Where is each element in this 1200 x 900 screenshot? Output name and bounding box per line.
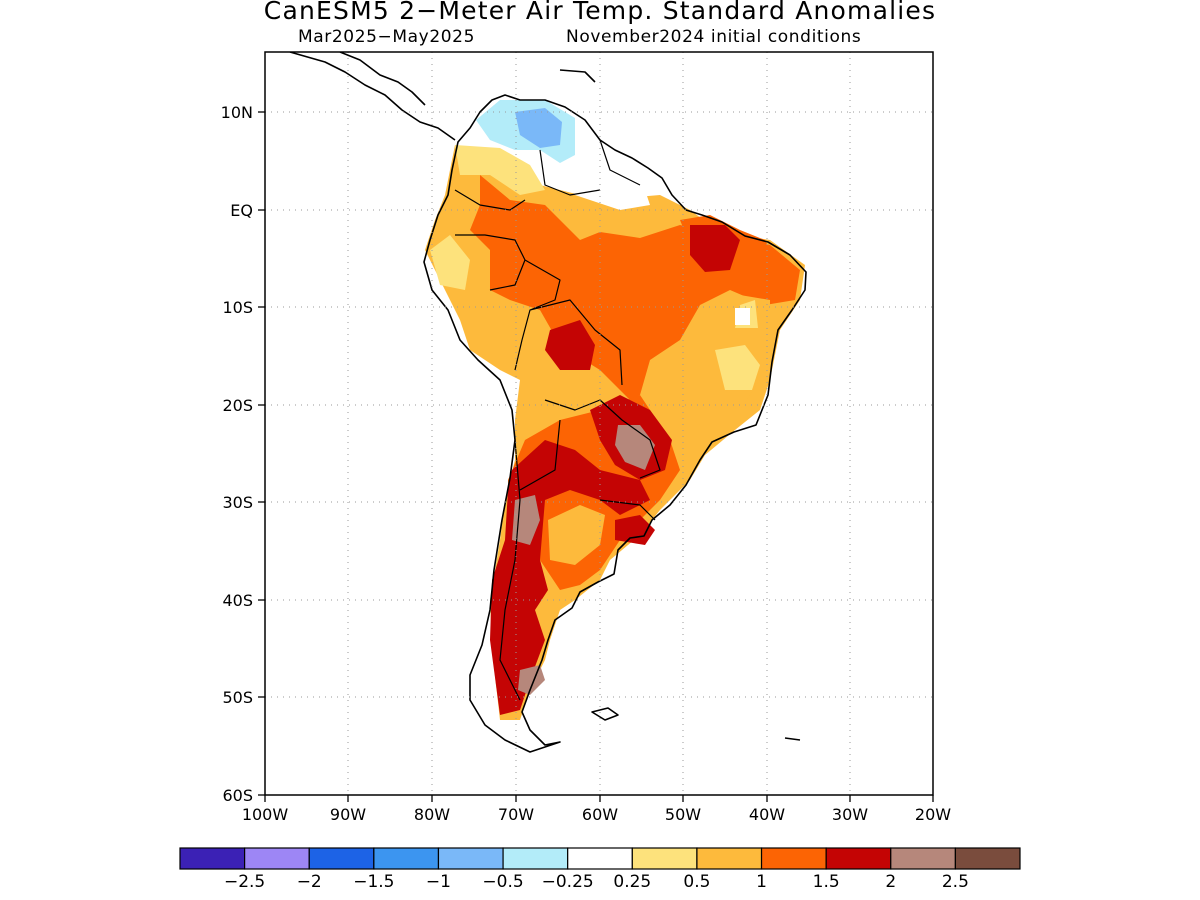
falkland-islands <box>591 707 619 721</box>
colorbar-label: −1.5 <box>353 872 394 892</box>
colorbar-label: 2 <box>885 872 896 892</box>
colorbar-label: 1 <box>756 872 767 892</box>
colorbar-swatch <box>502 847 569 870</box>
lon-label: 100W <box>242 805 289 824</box>
lat-label: 60S <box>222 786 253 805</box>
colorbar-swatch <box>308 847 375 870</box>
lat-label: 10S <box>222 298 253 317</box>
colorbar-swatch <box>760 847 827 870</box>
neutral-region-guiana <box>560 150 650 210</box>
lat-label: 10N <box>221 103 253 122</box>
lon-label: 20W <box>915 805 951 824</box>
axis-ticks <box>258 111 934 802</box>
lat-label: 20S <box>222 396 253 415</box>
lon-label: 90W <box>330 805 366 824</box>
colorbar-label: 2.5 <box>942 872 969 892</box>
season-subtitle: Mar2025−May2025 <box>298 27 475 47</box>
lat-label: EQ <box>230 201 253 220</box>
colorbar-label: 0.5 <box>683 872 710 892</box>
colorbar-swatch <box>825 847 892 870</box>
lat-label: 40S <box>222 591 253 610</box>
map-frame <box>264 51 934 796</box>
anomaly-field <box>425 96 805 720</box>
south-america-coastline <box>423 94 807 753</box>
colorbar-swatch <box>244 847 310 870</box>
colorbar-swatch <box>179 847 246 870</box>
initial-conditions-subtitle: November2024 initial conditions <box>566 27 862 47</box>
lon-label: 30W <box>832 805 868 824</box>
strong-warm-brazil <box>470 175 800 400</box>
weak-warm-east-brazil-1 <box>715 345 760 390</box>
colorbar-label: 0.25 <box>613 872 651 892</box>
longitude-labels: 100W 90W 80W 70W 60W 50W 40W 30W 20W <box>242 805 951 824</box>
lon-label: 80W <box>414 805 450 824</box>
neutral-region-ne-brazil <box>735 308 750 325</box>
mild-region-bolivia <box>545 375 590 410</box>
map-title: CanESM5 2−Meter Air Temp. Standard Anoma… <box>263 0 937 25</box>
mild-region-north <box>455 145 545 195</box>
colorbar-label: −0.5 <box>482 872 523 892</box>
lat-label: 50S <box>222 688 253 707</box>
colorbar-swatch <box>696 847 763 870</box>
latitude-labels: 10N EQ 10S 20S 30S 40S 50S 60S <box>221 103 253 805</box>
colorbar-swatch <box>631 847 698 870</box>
colorbar: −2.5 −2 −1.5 −1 −0.5 −0.25 0.25 0.5 1 1.5 2 2.5 <box>179 847 1021 892</box>
colorbar-label: −2 <box>297 872 322 892</box>
central-america-coastline <box>289 52 456 141</box>
mild-region-colombia <box>430 235 470 290</box>
very-warm-northeast <box>690 225 740 272</box>
colorbar-swatch <box>890 847 956 870</box>
lon-label: 50W <box>665 805 701 824</box>
colorbar-swatch <box>567 847 633 870</box>
colorbar-label: 1.5 <box>813 872 840 892</box>
mild-region-argentina <box>548 505 605 565</box>
colorbar-swatch <box>373 847 440 870</box>
very-warm-bolivia <box>545 320 595 370</box>
colorbar-label: −0.25 <box>542 872 594 892</box>
colorbar-swatch <box>437 847 504 870</box>
very-warm-uruguay <box>615 515 655 545</box>
lon-label: 60W <box>582 805 618 824</box>
lon-label: 40W <box>749 805 785 824</box>
lon-label: 70W <box>498 805 534 824</box>
colorbar-label: −2.5 <box>224 872 265 892</box>
extreme-warm-patagonia <box>518 665 545 695</box>
national-borders <box>454 139 661 701</box>
cold-region-venezuela <box>515 108 562 148</box>
colorbar-label: −1 <box>426 872 451 892</box>
coastline-outline <box>289 52 807 753</box>
south-georgia <box>784 737 801 741</box>
central-america-coastline-north <box>339 52 426 106</box>
caribbean-island <box>559 69 596 83</box>
lat-label: 30S <box>222 493 253 512</box>
colorbar-swatch <box>954 847 1021 870</box>
